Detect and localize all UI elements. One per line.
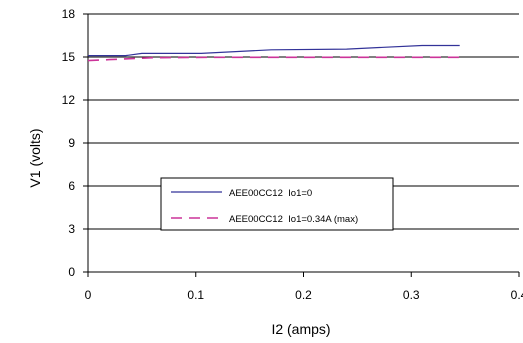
x-tick-label-3: 0.3 [403,288,420,302]
x-tick-label-0: 0 [85,288,92,302]
series-line-1 [88,44,460,57]
y-tick-label-5: 15 [62,50,76,64]
y-axis-title: V1 (volts) [27,128,43,187]
axes [83,13,520,277]
series-lines [87,44,460,62]
x-axis-title: I2 (amps) [271,321,330,337]
tick-labels: 0 3 6 9 12 15 18 0 0.1 0.2 0.3 0.4 [62,7,523,302]
x-tick-label-2: 0.2 [295,288,312,302]
legend-label-series-2: AEE00CC12 Io1=0.34A (max) [229,214,358,225]
x-tick-label-1: 0.1 [187,288,204,302]
legend: AEE00CC12 Io1=0 AEE00CC12 Io1=0.34A (max… [160,177,394,231]
y-tick-label-2: 6 [68,179,75,193]
y-tick-label-6: 18 [62,7,76,21]
legend-box [160,177,394,231]
grid-lines [88,13,519,230]
y-tick-label-1: 3 [68,222,75,236]
y-tick-label-3: 9 [68,136,75,150]
x-tick-label-4: 0.4 [511,288,523,302]
legend-label-series-1: AEE00CC12 Io1=0 [229,188,312,199]
y-tick-label-0: 0 [68,265,75,279]
y-tick-label-4: 12 [62,93,76,107]
series-line-2 [87,56,460,62]
